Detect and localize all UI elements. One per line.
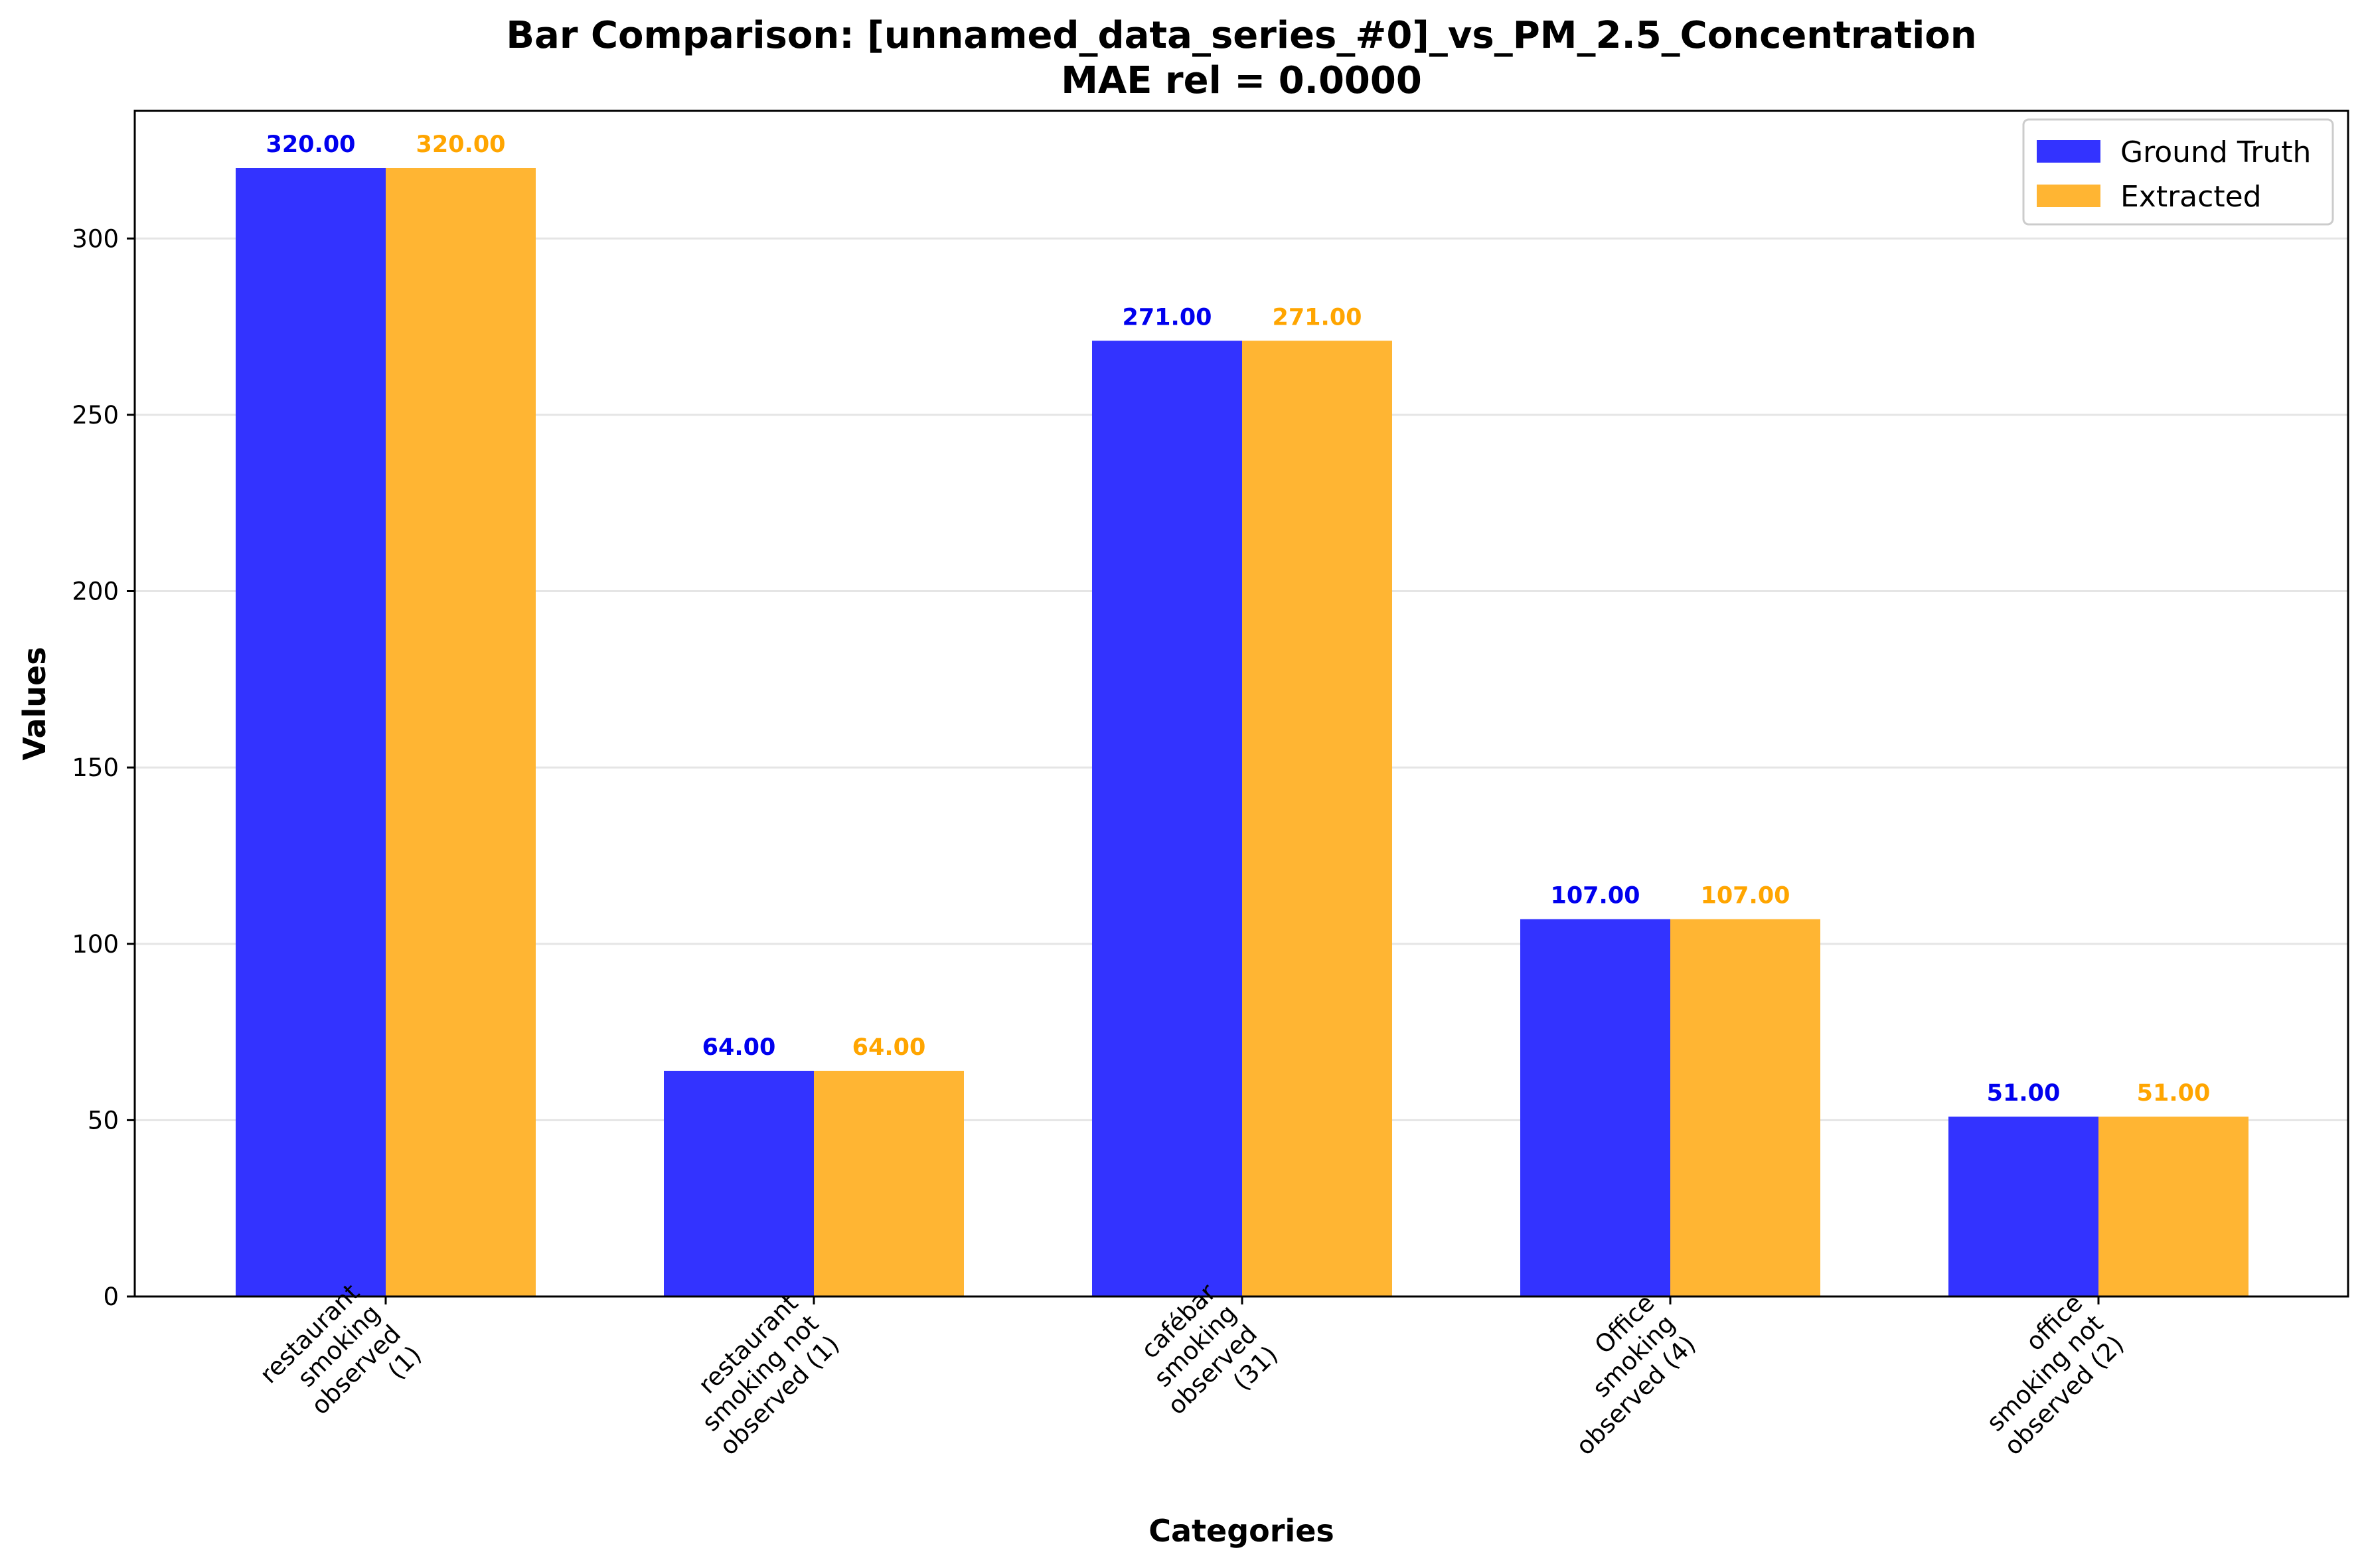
- chart-subtitle: MAE rel = 0.0000: [1061, 59, 1422, 102]
- bar-ground-truth: [236, 168, 386, 1296]
- y-tick-label: 50: [88, 1106, 119, 1135]
- value-label: 107.00: [1700, 883, 1790, 909]
- x-axis-label: Categories: [1148, 1513, 1334, 1549]
- bar-ground-truth: [1520, 919, 1670, 1296]
- value-label: 51.00: [2137, 1080, 2211, 1107]
- bar-ground-truth: [1948, 1117, 2098, 1296]
- value-label: 320.00: [266, 131, 355, 158]
- legend-label-ground-truth: Ground Truth: [2120, 135, 2311, 169]
- bar-extracted: [2098, 1117, 2248, 1296]
- y-tick-label: 150: [72, 753, 119, 782]
- y-tick-label: 0: [103, 1283, 119, 1311]
- bar-extracted: [1242, 341, 1392, 1296]
- y-axis-ticks: 0 50 100 150 200 250 300: [72, 224, 135, 1311]
- legend-swatch-ground-truth: [2037, 140, 2100, 163]
- value-labels: 320.00 64.00 271.00 107.00 51.00 320.00 64.00 2…: [266, 131, 2210, 1107]
- bar-extracted: [1670, 919, 1820, 1296]
- bars: [236, 168, 2248, 1296]
- value-label: 107.00: [1550, 883, 1640, 909]
- bar-extracted: [814, 1071, 964, 1296]
- value-label: 51.00: [1987, 1080, 2061, 1107]
- value-label: 64.00: [702, 1034, 776, 1061]
- bar-extracted: [386, 168, 536, 1296]
- value-label: 271.00: [1272, 304, 1362, 331]
- y-tick-label: 100: [72, 930, 119, 959]
- legend: Ground Truth Extracted: [2022, 118, 2334, 226]
- y-axis-label: Values: [17, 647, 52, 760]
- value-label: 64.00: [852, 1034, 926, 1061]
- bar-ground-truth: [664, 1071, 814, 1296]
- legend-label-extracted: Extracted: [2120, 180, 2262, 214]
- legend-swatch-extracted: [2037, 185, 2100, 207]
- chart-title: Bar Comparison: [unnamed_data_series_#0]…: [506, 14, 1976, 57]
- bar-ground-truth: [1092, 341, 1242, 1296]
- y-tick-label: 300: [72, 224, 119, 253]
- legend-frame: [2022, 118, 2334, 226]
- y-tick-label: 250: [72, 401, 119, 430]
- y-tick-label: 200: [72, 578, 119, 606]
- value-label: 320.00: [416, 131, 505, 158]
- value-label: 271.00: [1122, 304, 1212, 331]
